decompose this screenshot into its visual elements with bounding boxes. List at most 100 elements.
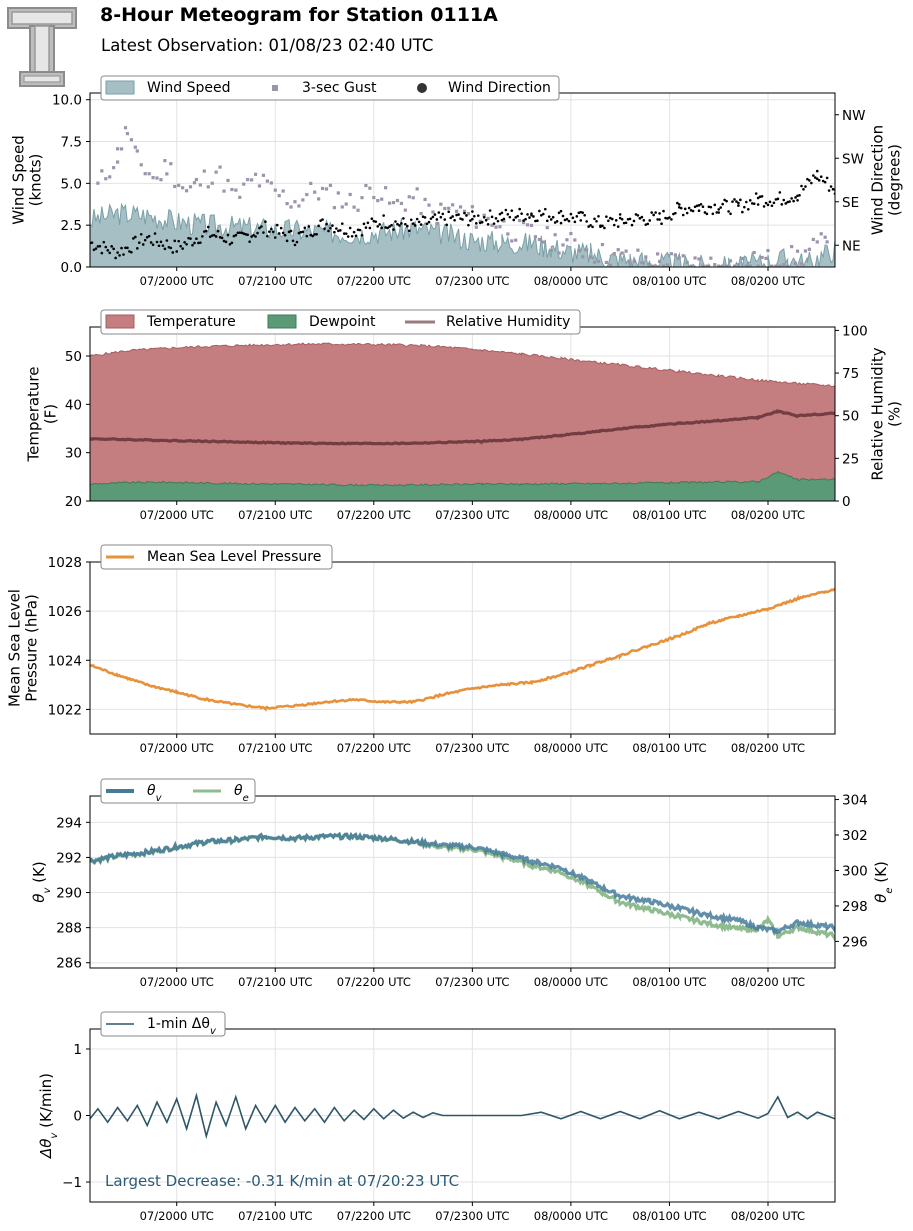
direction-marker (721, 202, 724, 206)
legend-label: Wind Direction (448, 80, 551, 96)
gust-marker (242, 182, 246, 186)
gust-marker (129, 138, 133, 142)
x-tick-label: 08/0000 UTC (534, 741, 608, 755)
y2-tick-label: NW (842, 108, 865, 124)
gust-marker (701, 264, 705, 267)
direction-marker (271, 230, 275, 234)
direction-marker (337, 229, 340, 233)
x-tick-label: 07/2300 UTC (435, 508, 509, 522)
direction-marker (585, 220, 588, 223)
y2-tick-label: SE (842, 195, 859, 211)
direction-marker (157, 244, 161, 248)
direction-marker (733, 198, 736, 201)
direction-marker (340, 222, 344, 225)
legend-label: Relative Humidity (446, 314, 570, 330)
direction-marker (581, 211, 585, 214)
direction-marker (662, 209, 665, 213)
x-tick-label: 08/0200 UTC (731, 741, 805, 755)
direction-marker (752, 202, 756, 206)
direction-marker (670, 218, 673, 221)
direction-marker (313, 233, 316, 236)
direction-marker (435, 218, 439, 221)
dewpoint-area (90, 470, 835, 501)
direction-marker (628, 217, 632, 221)
gust-marker (100, 169, 104, 173)
direction-marker (116, 251, 119, 254)
direction-marker (815, 169, 819, 173)
gust-marker (309, 181, 313, 185)
direction-marker (307, 225, 311, 228)
direction-marker (778, 191, 782, 194)
direction-marker (370, 217, 374, 221)
direction-marker (756, 203, 760, 206)
gust-marker (589, 255, 593, 259)
gust-marker (681, 254, 685, 258)
direction-marker (589, 223, 592, 227)
gust-marker (246, 178, 250, 182)
y-tick-label: 294 (56, 815, 82, 831)
direction-marker (476, 214, 480, 217)
direction-marker (208, 235, 212, 238)
direction-marker (167, 245, 171, 249)
gust-marker (573, 238, 577, 242)
gust-marker (466, 212, 471, 216)
gust-marker (470, 205, 474, 209)
gust-marker (693, 256, 697, 260)
gust-marker (721, 264, 725, 267)
gust-marker (198, 183, 202, 187)
gust-marker (616, 248, 620, 252)
direction-marker (768, 200, 772, 204)
gust-marker (514, 238, 518, 242)
legend-label: Dewpoint (309, 314, 376, 330)
direction-marker (411, 222, 415, 225)
x-tick-label: 07/2200 UTC (337, 274, 411, 288)
direction-marker (561, 214, 565, 218)
direction-marker (715, 211, 719, 214)
gust-marker (222, 189, 226, 193)
gust-marker (356, 208, 360, 212)
direction-marker (693, 205, 697, 209)
direction-marker (390, 223, 393, 227)
direction-marker (658, 218, 661, 221)
direction-marker (471, 210, 474, 213)
gust-marker (498, 225, 502, 229)
direction-marker (404, 222, 407, 226)
direction-marker (502, 217, 506, 221)
direction-marker (171, 251, 175, 254)
gust-marker (368, 186, 372, 190)
gust-marker (490, 223, 494, 227)
x-tick-label: 07/2000 UTC (140, 975, 214, 989)
direction-marker (804, 185, 807, 188)
gust-marker (155, 176, 159, 180)
direction-marker (455, 213, 458, 217)
y-tick-label: 7.5 (61, 135, 82, 151)
direction-marker (118, 254, 121, 257)
legend-label: θe (234, 783, 249, 804)
direction-marker (630, 223, 634, 227)
direction-marker (792, 199, 795, 203)
direction-marker (415, 217, 419, 221)
gust-marker (415, 187, 419, 191)
direction-marker (327, 229, 330, 233)
direction-marker (536, 219, 539, 222)
gust-marker (391, 200, 396, 205)
direction-marker (242, 232, 246, 235)
gust-marker (482, 213, 486, 217)
gust-marker (585, 248, 589, 252)
direction-marker (374, 220, 378, 223)
x-tick-label: 08/0000 UTC (534, 508, 608, 522)
direction-marker (553, 221, 557, 224)
direction-marker (427, 220, 431, 224)
direction-marker (808, 179, 811, 182)
gust-marker (577, 249, 581, 253)
y2-tick-label: 296 (842, 934, 868, 950)
gust-marker (533, 235, 538, 239)
direction-marker (618, 216, 622, 220)
direction-marker (325, 222, 328, 226)
x-tick-label: 07/2100 UTC (238, 741, 312, 755)
gust-marker (677, 256, 681, 260)
gust-marker (478, 219, 482, 223)
gust-marker (159, 178, 163, 182)
direction-marker (421, 215, 425, 219)
gust-marker (411, 196, 415, 200)
